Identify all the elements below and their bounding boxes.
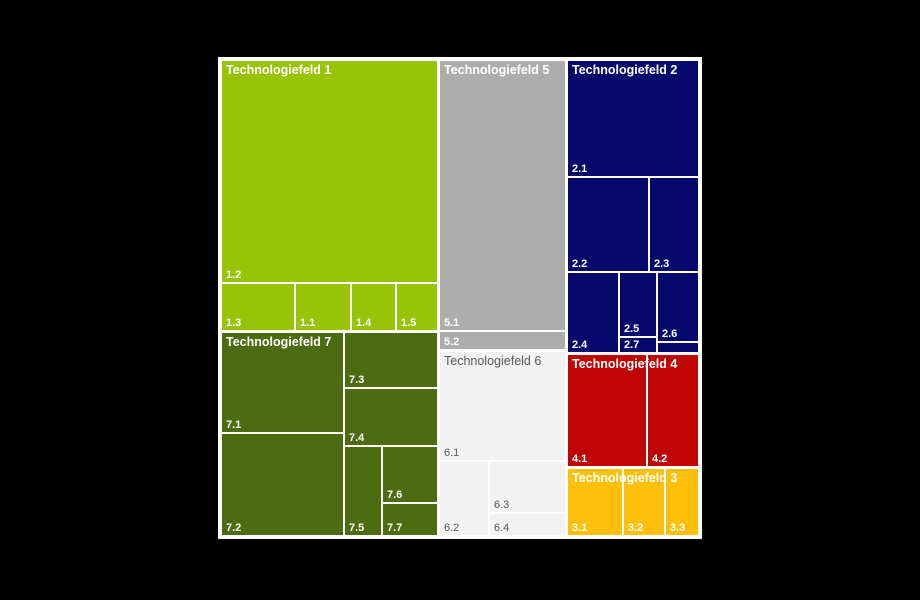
cell-label-2-4: 2.4: [572, 339, 588, 351]
cell-3-2: 3.2: [624, 469, 664, 535]
cell-2-1: 2.1: [568, 61, 698, 176]
cell-unlabeled: [658, 343, 698, 352]
cell-label-2-1: 2.1: [572, 163, 588, 175]
cell-label-5-1: 5.1: [444, 317, 460, 329]
cell-label-2-7: 2.7: [624, 339, 640, 351]
cell-label-1-4: 1.4: [356, 317, 372, 329]
cell-5-1: 5.1: [440, 61, 565, 330]
cell-1-5: 1.5: [397, 284, 437, 330]
cell-label-1-3: 1.3: [226, 317, 242, 329]
treemap-frame: 1.2 1.3 1.1 1.4 1.5 7.1 7.3 7.4 7.2 7.5 7.6 7.7 5.1 5…: [218, 57, 702, 539]
cell-6-2: 6.2: [440, 462, 488, 535]
cell-2-3: 2.3: [650, 178, 698, 271]
cell-label-2-6: 2.6: [662, 328, 678, 340]
group-title-technologiefeld-4: Technologiefeld 4: [572, 357, 678, 371]
cell-label-2-5: 2.5: [624, 323, 640, 335]
cell-7-4: 7.4: [345, 389, 437, 445]
cell-6-4: 6.4: [490, 514, 565, 535]
cell-7-1: 7.1: [222, 333, 343, 432]
cell-label-7-7: 7.7: [387, 522, 403, 534]
cell-label-3-1: 3.1: [572, 522, 588, 534]
group-title-technologiefeld-3: Technologiefeld 3: [572, 471, 678, 485]
cell-label-2-3: 2.3: [654, 258, 670, 270]
cell-label-7-4: 7.4: [349, 432, 365, 444]
cell-6-1: 6.1: [440, 352, 565, 460]
cell-label-7-6: 7.6: [387, 489, 403, 501]
cell-2-2: 2.2: [568, 178, 648, 271]
cell-3-3: 3.3: [666, 469, 698, 535]
cell-label-1-1: 1.1: [300, 317, 316, 329]
cell-label-6-3: 6.3: [494, 499, 510, 511]
cell-label-2-2: 2.2: [572, 258, 588, 270]
group-title-technologiefeld-6: Technologiefeld 6: [444, 354, 542, 368]
cell-4-2: 4.2: [648, 355, 698, 466]
cell-1-2: 1.2: [222, 61, 437, 282]
group-title-technologiefeld-7: Technologiefeld 7: [226, 335, 332, 349]
cell-label-3-2: 3.2: [628, 522, 644, 534]
cell-label-4-1: 4.1: [572, 453, 588, 465]
cell-7-5: 7.5: [345, 447, 381, 535]
cell-2-5: 2.5: [620, 273, 656, 336]
cell-label-7-1: 7.1: [226, 419, 242, 431]
cell-label-4-2: 4.2: [652, 453, 668, 465]
cell-label-7-2: 7.2: [226, 522, 242, 534]
cell-7-6: 7.6: [383, 447, 437, 502]
cell-4-1: 4.1: [568, 355, 646, 466]
group-title-technologiefeld-1: Technologiefeld 1: [226, 63, 332, 77]
cell-label-5-2: 5.2: [444, 336, 460, 348]
group-title-technologiefeld-5: Technologiefeld 5: [444, 63, 550, 77]
cell-7-3: 7.3: [345, 333, 437, 387]
cell-1-3: 1.3: [222, 284, 294, 330]
cell-label-6-2: 6.2: [444, 522, 460, 534]
cell-5-2: 5.2: [440, 332, 565, 349]
cell-label-1-5: 1.5: [401, 317, 417, 329]
cell-6-3: 6.3: [490, 462, 565, 512]
cell-2-7: 2.7: [620, 338, 656, 352]
cell-7-2: 7.2: [222, 434, 343, 535]
cell-1-4: 1.4: [352, 284, 395, 330]
group-title-technologiefeld-2: Technologiefeld 2: [572, 63, 678, 77]
cell-label-3-3: 3.3: [670, 522, 686, 534]
cell-2-4: 2.4: [568, 273, 618, 352]
cell-2-6: 2.6: [658, 273, 698, 341]
cell-3-1: 3.1: [568, 469, 622, 535]
cell-label-7-3: 7.3: [349, 374, 365, 386]
cell-label-7-5: 7.5: [349, 522, 365, 534]
cell-label-6-1: 6.1: [444, 447, 460, 459]
cell-7-7: 7.7: [383, 504, 437, 535]
cell-label-6-4: 6.4: [494, 522, 510, 534]
cell-1-1: 1.1: [296, 284, 350, 330]
cell-label-1-2: 1.2: [226, 269, 242, 281]
